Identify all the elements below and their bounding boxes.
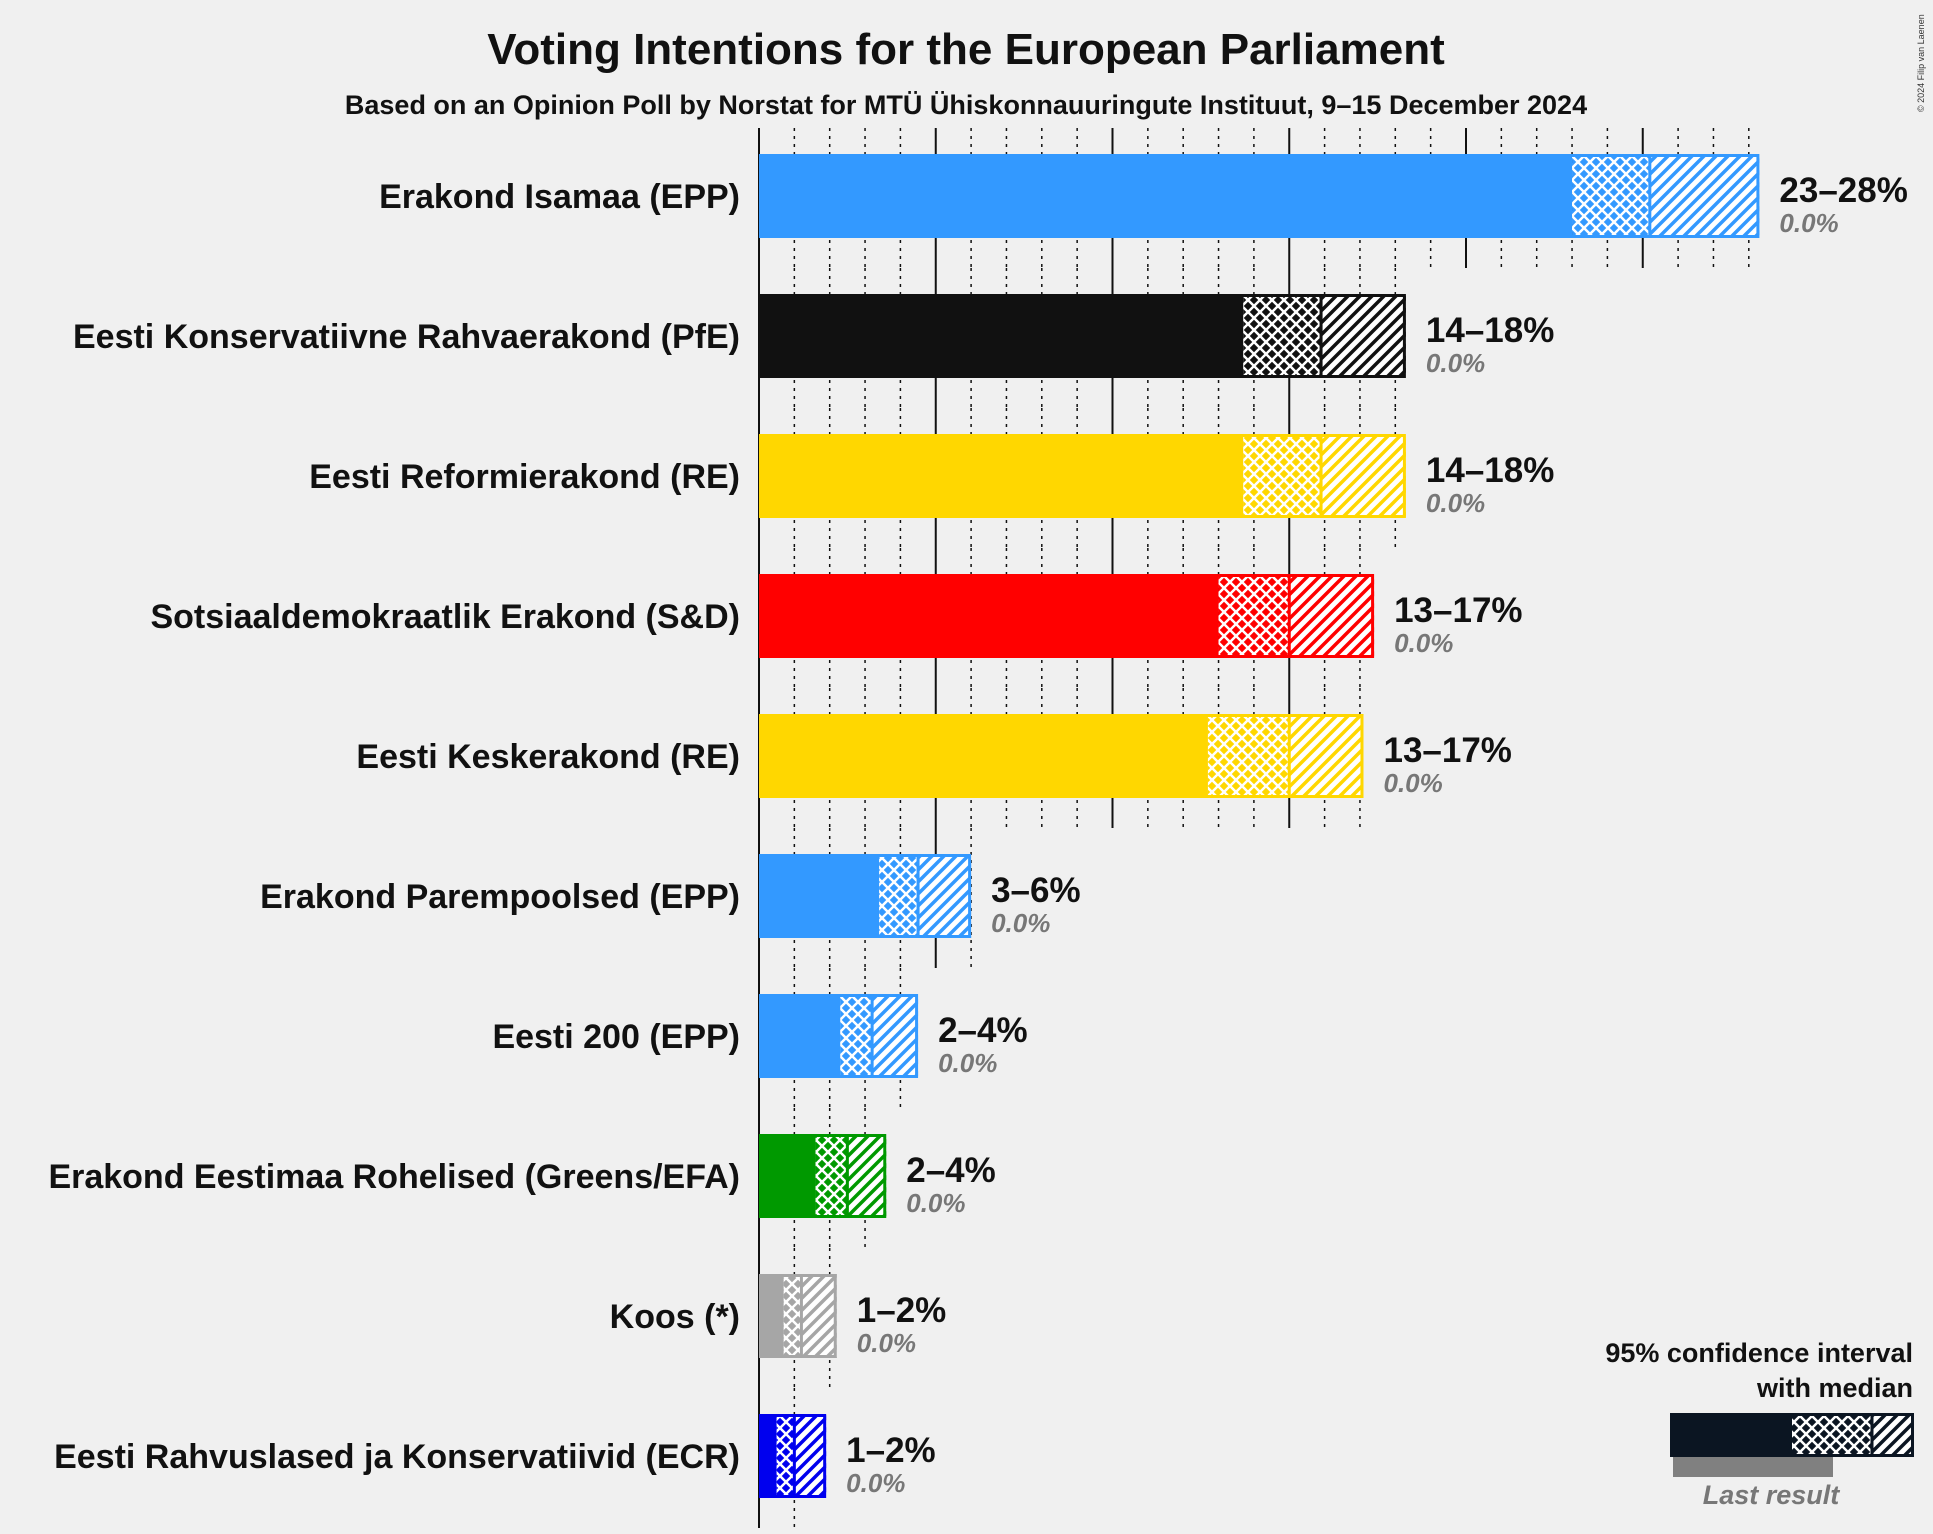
- range-label: 2–4%: [938, 1011, 1028, 1050]
- last-result-label: 0.0%: [1426, 488, 1485, 518]
- bar-solid: [759, 1414, 777, 1498]
- range-label: 1–2%: [857, 1291, 947, 1330]
- party-label: Erakond Parempoolsed (EPP): [260, 878, 740, 916]
- bar-group: [759, 714, 1364, 798]
- bar-ci-lower: [1572, 154, 1650, 238]
- bar-outline: [759, 434, 1406, 518]
- party-label: Eesti Rahvuslased ja Konservatiivid (ECR…: [54, 1438, 740, 1476]
- last-result-label: 0.0%: [1779, 208, 1838, 238]
- legend-last-result: Last result: [1703, 1480, 1841, 1510]
- bar-group: [759, 154, 1760, 238]
- bar-ci-lower: [783, 1274, 802, 1358]
- range-label: 2–4%: [906, 1151, 996, 1190]
- bar-outline: [759, 294, 1406, 378]
- bar-solid: [759, 1134, 816, 1218]
- range-label: 23–28%: [1779, 171, 1907, 210]
- last-result-label: 0.0%: [857, 1328, 916, 1358]
- bar-solid: [759, 574, 1219, 658]
- last-result-label: 0.0%: [991, 908, 1050, 938]
- bar-solid: [759, 714, 1208, 798]
- legend-line2: with median: [1756, 1373, 1913, 1403]
- last-result-label: 0.0%: [906, 1188, 965, 1218]
- bar-ci-upper: [872, 994, 919, 1078]
- bar-solid: [759, 434, 1244, 518]
- bar-ci-lower: [1207, 714, 1290, 798]
- bar-outline: [759, 154, 1760, 238]
- chart-title: Voting Intentions for the European Parli…: [487, 25, 1445, 74]
- legend-last-result-bar: [1673, 1455, 1833, 1477]
- bar-solid: [759, 154, 1573, 238]
- bar-ci-lower: [776, 1414, 795, 1498]
- bar-ci-upper: [918, 854, 972, 938]
- bar-ci-lower: [1243, 434, 1322, 518]
- legend-solid: [1670, 1413, 1792, 1457]
- chart-subtitle: Based on an Opinion Poll by Norstat for …: [345, 90, 1587, 120]
- bar-ci-upper: [1321, 294, 1406, 378]
- bar-ci-lower: [815, 1134, 848, 1218]
- legend-line1: 95% confidence interval: [1605, 1338, 1913, 1368]
- bar-outline: [759, 1414, 827, 1498]
- bar-solid: [759, 1274, 784, 1358]
- last-result-label: 0.0%: [846, 1468, 905, 1498]
- bar-ci-lower: [879, 854, 919, 938]
- party-label: Eesti Konservatiivne Rahvaerakond (PfE): [73, 318, 740, 356]
- bars: [759, 154, 1760, 1498]
- range-label: 14–18%: [1426, 311, 1554, 350]
- bar-group: [759, 434, 1406, 518]
- party-label: Koos (*): [610, 1298, 740, 1336]
- legend-ci-lower: [1792, 1413, 1872, 1457]
- labels: Erakond Isamaa (EPP) 23–28%0.0%Eesti Kons…: [48, 171, 1907, 1498]
- bar-outline: [759, 574, 1375, 658]
- bar-group: [759, 1414, 827, 1498]
- bar-ci-upper: [1289, 574, 1375, 658]
- party-label: Eesti Reformierakond (RE): [309, 458, 740, 496]
- bar-ci-lower: [1243, 294, 1322, 378]
- bar-ci-upper: [847, 1134, 887, 1218]
- bar-group: [759, 1274, 837, 1358]
- legend-bar: [1670, 1413, 1914, 1477]
- bar-group: [759, 1134, 887, 1218]
- range-label: 1–2%: [846, 1431, 936, 1470]
- bar-group: [759, 854, 972, 938]
- legend-outline: [1670, 1413, 1914, 1457]
- bar-group: [759, 574, 1375, 658]
- range-label: 13–17%: [1383, 731, 1511, 770]
- party-label: Sotsiaaldemokraatlik Erakond (S&D): [150, 598, 740, 636]
- bar-solid: [759, 994, 841, 1078]
- bar-ci-upper: [794, 1414, 827, 1498]
- last-result-label: 0.0%: [938, 1048, 997, 1078]
- bar-ci-lower: [1218, 574, 1290, 658]
- range-label: 13–17%: [1394, 591, 1522, 630]
- bar-outline: [759, 1274, 837, 1358]
- legend-ci-upper: [1872, 1413, 1914, 1457]
- bar-solid: [759, 854, 880, 938]
- bar-ci-lower: [840, 994, 873, 1078]
- party-label: Erakond Eestimaa Rohelised (Greens/EFA): [48, 1158, 740, 1196]
- bar-ci-upper: [801, 1274, 837, 1358]
- bar-solid: [759, 294, 1244, 378]
- bar-group: [759, 294, 1406, 378]
- last-result-label: 0.0%: [1383, 768, 1442, 798]
- last-result-label: 0.0%: [1426, 348, 1485, 378]
- bar-group: [759, 994, 919, 1078]
- range-label: 14–18%: [1426, 451, 1554, 490]
- party-label: Eesti 200 (EPP): [492, 1018, 740, 1056]
- bar-outline: [759, 1134, 887, 1218]
- copyright-note: © 2024 Filip van Laenen: [1916, 14, 1926, 112]
- bar-outline: [759, 854, 972, 938]
- last-result-label: 0.0%: [1394, 628, 1453, 658]
- party-label: Eesti Keskerakond (RE): [356, 738, 740, 776]
- bar-outline: [759, 714, 1364, 798]
- bar-ci-upper: [1289, 714, 1364, 798]
- bar-outline: [759, 994, 919, 1078]
- bar-ci-upper: [1321, 434, 1406, 518]
- party-label: Erakond Isamaa (EPP): [379, 178, 740, 216]
- legend: 95% confidence interval with median Last…: [1605, 1338, 1914, 1510]
- range-label: 3–6%: [991, 871, 1081, 910]
- bar-ci-upper: [1649, 154, 1760, 238]
